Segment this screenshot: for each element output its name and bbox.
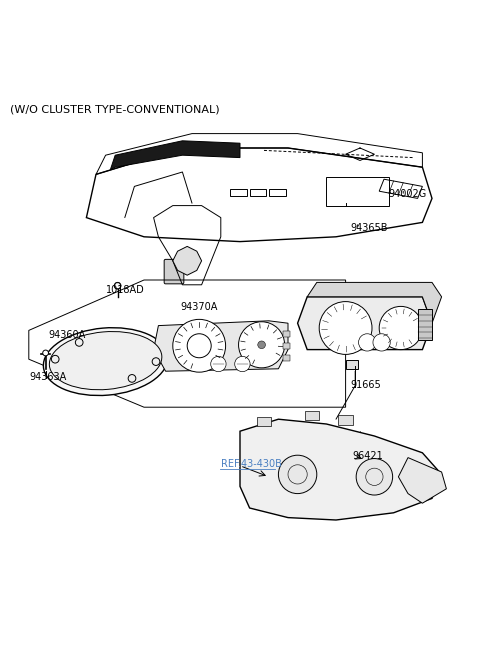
Polygon shape — [240, 419, 442, 520]
Bar — [326, 177, 389, 205]
Polygon shape — [173, 247, 202, 276]
Bar — [283, 343, 290, 348]
Circle shape — [211, 356, 226, 372]
Text: 94365B: 94365B — [350, 223, 388, 233]
Polygon shape — [418, 309, 432, 340]
Text: 94370A: 94370A — [180, 302, 217, 312]
Circle shape — [278, 455, 317, 493]
Circle shape — [239, 321, 285, 368]
Text: 96421: 96421 — [353, 451, 384, 461]
Bar — [305, 411, 319, 420]
Text: 94360A: 94360A — [48, 329, 85, 340]
Polygon shape — [398, 458, 446, 503]
Circle shape — [187, 334, 211, 358]
Circle shape — [373, 334, 390, 351]
Ellipse shape — [43, 328, 168, 396]
Bar — [283, 331, 290, 337]
Circle shape — [319, 302, 372, 354]
Circle shape — [379, 306, 422, 350]
Bar — [250, 189, 266, 196]
Text: 1018AD: 1018AD — [106, 285, 144, 295]
Circle shape — [43, 350, 48, 356]
Bar — [283, 355, 290, 361]
Text: 94002G: 94002G — [389, 189, 427, 199]
Bar — [338, 415, 353, 425]
Bar — [257, 417, 271, 426]
Text: REF.43-430B: REF.43-430B — [221, 459, 282, 469]
Bar — [346, 360, 358, 369]
Polygon shape — [298, 297, 432, 350]
Circle shape — [356, 459, 393, 495]
Circle shape — [258, 341, 265, 348]
Text: 94363A: 94363A — [30, 372, 67, 382]
Circle shape — [359, 334, 376, 351]
Polygon shape — [154, 321, 288, 371]
Ellipse shape — [49, 331, 162, 390]
Bar — [269, 189, 286, 196]
Polygon shape — [307, 282, 442, 323]
Bar — [230, 189, 247, 196]
Circle shape — [114, 282, 121, 289]
Circle shape — [235, 356, 250, 372]
Circle shape — [173, 319, 226, 372]
Text: (W/O CLUSTER TYPE-CONVENTIONAL): (W/O CLUSTER TYPE-CONVENTIONAL) — [10, 105, 219, 115]
FancyBboxPatch shape — [164, 259, 184, 284]
Text: 91665: 91665 — [350, 380, 381, 390]
Polygon shape — [110, 141, 240, 170]
